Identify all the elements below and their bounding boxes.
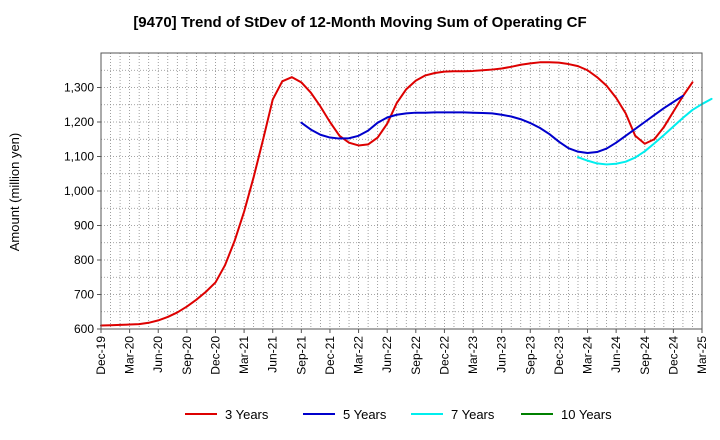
y-tick-label: 1,000: [64, 184, 94, 198]
legend-label: 5 Years: [343, 407, 387, 422]
y-axis-label: Amount (million yen): [7, 133, 22, 252]
x-tick-label: Mar-22: [352, 336, 366, 374]
x-tick-label: Mar-24: [581, 336, 595, 374]
x-tick-label: Mar-20: [123, 336, 137, 374]
x-tick-label: Sep-23: [523, 336, 537, 375]
x-tick-label: Jun-22: [380, 336, 394, 373]
x-tick-label: Jun-21: [266, 336, 280, 373]
x-tick-label: Jun-24: [609, 336, 623, 373]
x-tick-label: Sep-20: [180, 336, 194, 375]
x-tick-label: Sep-24: [638, 336, 652, 375]
legend-label: 7 Years: [451, 407, 495, 422]
x-axis-ticks: Dec-19 Mar-20 Jun-20 Sep-20 Dec-20 Mar-21 Jun-…: [94, 329, 709, 375]
x-tick-label: Dec-23: [552, 336, 566, 375]
y-tick-label: 600: [74, 322, 94, 336]
legend-label: 3 Years: [225, 407, 269, 422]
x-tick-label: Mar-23: [466, 336, 480, 374]
legend-label: 10 Years: [561, 407, 612, 422]
series-line-3-years: [100, 61, 694, 327]
x-tick-label: Dec-21: [323, 336, 337, 375]
y-tick-label: 1,300: [64, 81, 94, 95]
grid-lines: [101, 53, 702, 329]
x-tick-label: Jun-23: [495, 336, 509, 373]
x-tick-label: Dec-19: [94, 336, 108, 375]
x-tick-label: Dec-20: [208, 336, 222, 375]
x-tick-label: Mar-25: [695, 336, 709, 374]
y-tick-label: 1,100: [64, 150, 94, 164]
y-axis-ticks: 600 700 800 900 1,000 1,100 1,200 1,300: [64, 81, 101, 336]
y-tick-label: 900: [74, 219, 94, 233]
y-tick-label: 1,200: [64, 115, 94, 129]
x-tick-label: Dec-22: [437, 336, 451, 375]
x-tick-label: Sep-22: [409, 336, 423, 375]
chart-title: [9470] Trend of StDev of 12-Month Moving…: [133, 14, 586, 31]
x-tick-label: Dec-24: [666, 336, 680, 375]
series-lines: [100, 61, 713, 327]
series-line-5-years: [300, 94, 684, 155]
series-line-7-years: [576, 97, 713, 166]
x-tick-label: Sep-21: [294, 336, 308, 375]
x-tick-label: Jun-20: [151, 336, 165, 373]
y-tick-label: 800: [74, 253, 94, 267]
legend: 3 Years 5 Years 7 Years 10 Years: [185, 407, 612, 422]
y-tick-label: 700: [74, 288, 94, 302]
x-tick-label: Mar-21: [237, 336, 251, 374]
